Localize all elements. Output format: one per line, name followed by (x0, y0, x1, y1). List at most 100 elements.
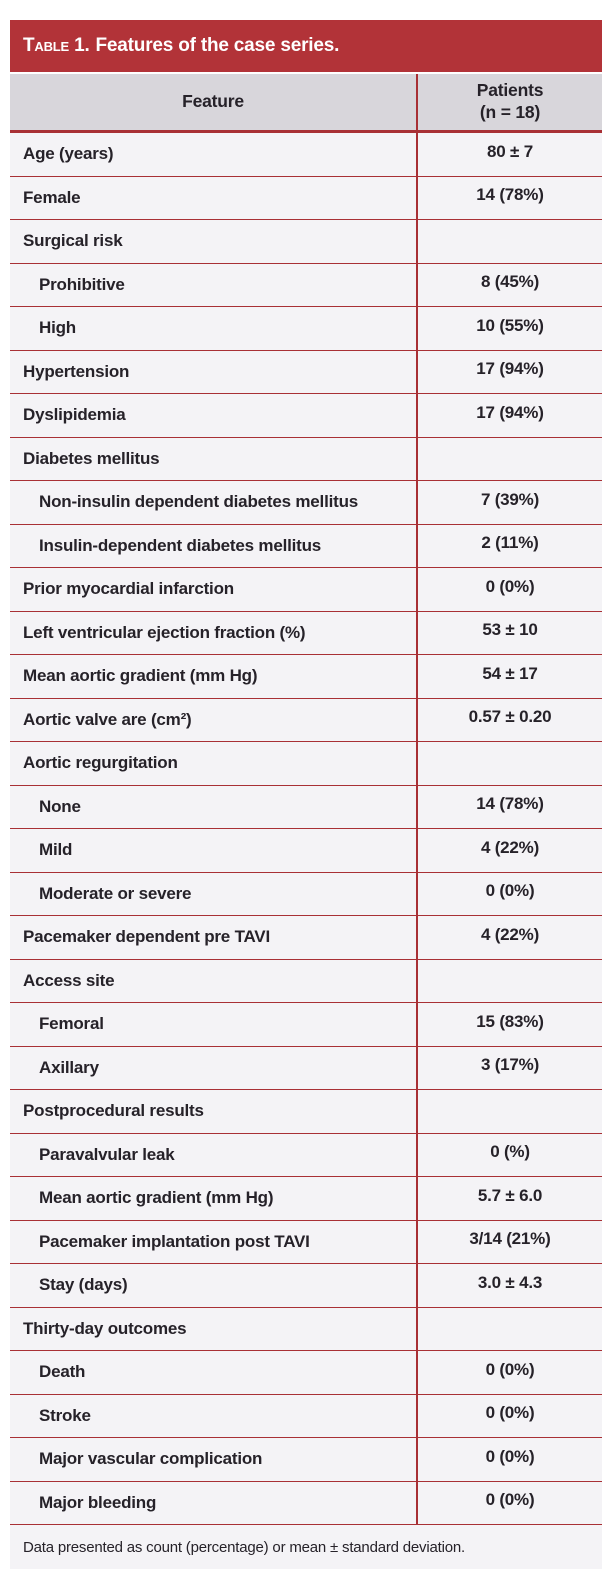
table-title: Features of the case series. (95, 35, 340, 56)
table-row: Surgical risk (10, 220, 602, 264)
table-footnote-text: Data presented as count (percentage) or … (23, 1538, 465, 1556)
feature-cell: Postprocedural results (10, 1090, 418, 1133)
table-row: Major bleeding 0 (0%) (10, 1481, 602, 1525)
value-cell: 10 (55%) (418, 307, 602, 350)
value-label: 0 (%) (490, 1142, 530, 1162)
table-row: None 14 (78%) (10, 785, 602, 829)
table-title-bar: Table 1. Features of the case series. (10, 20, 602, 72)
value-cell: 17 (94%) (418, 351, 602, 394)
column-header-patients-line2: (n = 18) (479, 102, 541, 122)
feature-label: Femoral (39, 1014, 104, 1034)
feature-label: Mean aortic gradient (mm Hg) (23, 666, 258, 686)
table-row: Mean aortic gradient (mm Hg) 5.7 ± 6.0 (10, 1177, 602, 1221)
value-cell: 80 ± 7 (418, 133, 602, 176)
value-cell: 4 (22%) (418, 916, 602, 959)
feature-cell: Dyslipidemia (10, 394, 418, 437)
value-cell: 8 (45%) (418, 264, 602, 307)
feature-cell: Non-insulin dependent diabetes mellitus (10, 481, 418, 524)
feature-cell: Stroke (10, 1394, 418, 1437)
table-row: Postprocedural results (10, 1090, 602, 1134)
table-row: Aortic regurgitation (10, 742, 602, 786)
value-cell: 5.7 ± 6.0 (418, 1177, 602, 1220)
table-row: High 10 (55%) (10, 307, 602, 351)
value-label: 0 (0%) (485, 1403, 535, 1423)
table-row: Stay (days) 3.0 ± 4.3 (10, 1264, 602, 1308)
table-row: Age (years) 80 ± 7 (10, 133, 602, 177)
table-row: Prior myocardial infarction 0 (0%) (10, 568, 602, 612)
value-cell: 17 (94%) (418, 394, 602, 437)
feature-label: Aortic regurgitation (23, 753, 178, 773)
feature-label: Moderate or severe (39, 883, 192, 903)
table-row: Dyslipidemia 17 (94%) (10, 394, 602, 438)
feature-label: Diabetes mellitus (23, 448, 160, 468)
value-label: 14 (78%) (476, 794, 544, 814)
table-row: Pacemaker implantation post TAVI 3/14 (2… (10, 1220, 602, 1264)
feature-label: High (39, 318, 76, 338)
table-row: Major vascular complication 0 (0%) (10, 1438, 602, 1482)
table-row: Aortic valve are (cm²) 0.57 ± 0.20 (10, 698, 602, 742)
table-row: Pacemaker dependent pre TAVI 4 (22%) (10, 916, 602, 960)
feature-label: Pacemaker dependent pre TAVI (23, 927, 270, 947)
value-cell: 0 (0%) (418, 1351, 602, 1394)
value-cell: 53 ± 10 (418, 612, 602, 655)
table-row: Access site (10, 959, 602, 1003)
feature-label: Stay (days) (39, 1275, 128, 1295)
feature-label: Prohibitive (39, 274, 125, 294)
table-row: Prohibitive 8 (45%) (10, 263, 602, 307)
value-cell: 3/14 (21%) (418, 1221, 602, 1264)
feature-label: Insulin-dependent diabetes mellitus (39, 535, 322, 555)
value-cell (418, 220, 602, 263)
value-label: 14 (78%) (476, 185, 544, 205)
value-cell: 14 (78%) (418, 177, 602, 220)
feature-cell: Aortic regurgitation (10, 742, 418, 785)
column-header-patients: Patients (n = 18) (418, 74, 602, 130)
table-header-row: Feature Patients (n = 18) (10, 74, 602, 133)
value-cell: 54 ± 17 (418, 655, 602, 698)
feature-label: Paravalvular leak (39, 1144, 175, 1164)
table-row: Hypertension 17 (94%) (10, 350, 602, 394)
value-cell: 0 (0%) (418, 1395, 602, 1438)
value-label: 0 (0%) (485, 881, 535, 901)
table-row: Mild 4 (22%) (10, 829, 602, 873)
value-label: 5.7 ± 6.0 (477, 1185, 543, 1205)
feature-cell: Pacemaker dependent pre TAVI (10, 916, 418, 959)
column-header-feature: Feature (10, 74, 418, 130)
feature-cell: Mean aortic gradient (mm Hg) (10, 655, 418, 698)
feature-cell: Major vascular complication (10, 1438, 418, 1481)
value-label: 53 ± 10 (482, 620, 538, 640)
value-label: 17 (94%) (476, 359, 544, 379)
feature-cell: Surgical risk (10, 220, 418, 263)
value-cell (418, 1090, 602, 1133)
feature-cell: Left ventricular ejection fraction (%) (10, 611, 418, 654)
value-cell: 0 (0%) (418, 1438, 602, 1481)
feature-label: None (39, 796, 81, 816)
table-footnote: Data presented as count (percentage) or … (10, 1525, 602, 1569)
feature-label: Mild (39, 840, 73, 860)
feature-label: Pacemaker implantation post TAVI (39, 1231, 310, 1251)
feature-label: Non-insulin dependent diabetes mellitus (39, 492, 359, 512)
feature-label: Access site (23, 970, 115, 990)
value-label: 17 (94%) (476, 402, 544, 422)
table-row: Diabetes mellitus (10, 437, 602, 481)
table-row: Left ventricular ejection fraction (%) 5… (10, 611, 602, 655)
table-row: Paravalvular leak 0 (%) (10, 1133, 602, 1177)
table-number: Table 1. (23, 35, 90, 56)
feature-cell: Axillary (10, 1046, 418, 1089)
feature-cell: Paravalvular leak (10, 1133, 418, 1176)
value-cell: 0 (0%) (418, 568, 602, 611)
feature-cell: Hypertension (10, 350, 418, 393)
value-cell (418, 742, 602, 785)
feature-cell: Access site (10, 959, 418, 1002)
feature-cell: Stay (days) (10, 1264, 418, 1307)
feature-label: Left ventricular ejection fraction (%) (23, 622, 306, 642)
value-cell: 3.0 ± 4.3 (418, 1264, 602, 1307)
value-cell (418, 960, 602, 1003)
feature-cell: Moderate or severe (10, 872, 418, 915)
table-row: Moderate or severe 0 (0%) (10, 872, 602, 916)
table-row: Thirty-day outcomes (10, 1307, 602, 1351)
feature-cell: Mild (10, 829, 418, 872)
value-cell: 0 (%) (418, 1134, 602, 1177)
feature-cell: High (10, 307, 418, 350)
feature-cell: Death (10, 1351, 418, 1394)
feature-cell: None (10, 785, 418, 828)
